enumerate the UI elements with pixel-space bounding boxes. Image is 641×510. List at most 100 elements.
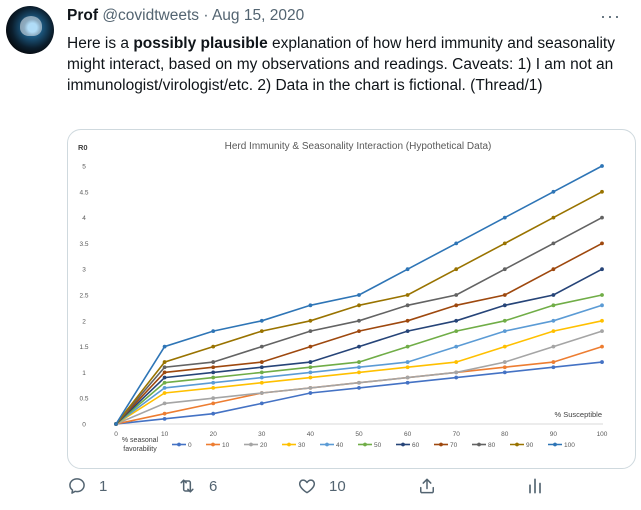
data-point [259,380,264,385]
data-point [405,318,410,323]
series-line [115,242,603,425]
data-point [259,318,264,323]
y-tick-label: 4.5 [79,189,88,196]
data-point [357,344,361,349]
legend-item: 60 [396,442,420,449]
data-point [259,370,264,375]
legend-marker [401,442,405,447]
avatar[interactable] [6,6,54,54]
x-tick-label: 0 [114,431,118,438]
series-40 [114,303,604,426]
data-point [405,329,410,334]
legend-label: 70 [450,442,458,449]
y-tick-label: 2 [82,318,86,325]
x-axis-label: % Susceptible [554,410,602,419]
tweet-date[interactable]: Aug 15, 2020 [211,7,305,24]
x-tick-label: 90 [550,431,558,438]
data-point [454,375,459,380]
legend-item: 50 [358,442,382,449]
share-button[interactable] [417,476,437,496]
author-name[interactable]: Prof [67,7,98,24]
y-tick-label: 2.5 [79,293,88,300]
data-point [162,370,167,375]
like-count: 10 [329,477,346,495]
data-point [551,303,556,308]
data-point [405,293,410,297]
data-point [259,360,264,364]
legend-title-line1: % seasonal [122,437,159,444]
x-tick-label: 80 [501,431,509,438]
analytics-button[interactable] [525,476,545,496]
legend-title-line2: favorability [123,446,157,453]
y-tick-label: 1 [82,370,86,377]
x-tick-label: 100 [597,431,608,438]
x-tick-label: 20 [210,431,218,438]
data-point [357,303,361,308]
y-axis-ticks: 0 0.5 1 1.5 2 2.5 3 3.5 4 4.5 5 [79,164,88,429]
series-60 [114,267,604,426]
data-point [357,385,361,390]
data-point [357,318,361,323]
legend-item: 20 [244,442,268,449]
data-point [551,360,556,364]
share-icon [420,478,434,494]
series-30 [114,318,604,426]
reply-button[interactable]: 1 [67,476,107,496]
legend-marker [515,442,519,447]
retweet-button[interactable]: 6 [177,476,217,496]
data-point [600,189,604,194]
data-point [162,344,167,349]
data-point [162,401,167,406]
data-point [259,391,264,395]
data-point [600,267,604,272]
chart-image[interactable]: Herd Immunity & Seasonality Interaction … [67,129,636,469]
chart-legend: 0 10 20 30 40 50 60 70 80 90 100 [172,442,575,449]
data-point [454,293,459,297]
legend-label: 10 [222,442,230,449]
data-point [211,344,216,349]
data-point [502,344,507,349]
data-point [114,422,118,426]
data-point [357,293,361,297]
data-point [551,267,556,272]
y-tick-label: 3.5 [79,241,88,248]
data-point [162,365,167,370]
data-point [357,380,361,385]
data-point [308,360,313,364]
data-point [405,267,410,272]
legend-label: 50 [374,442,382,449]
data-point [551,344,556,349]
like-button[interactable]: 10 [297,476,346,496]
series-90 [114,189,604,426]
data-point [454,360,459,364]
data-point [308,318,313,323]
data-point [551,318,556,323]
legend-marker [287,442,291,447]
chart-series [114,164,604,426]
series-20 [114,329,604,426]
data-point [308,303,313,308]
data-point [308,344,313,349]
data-point [551,365,556,370]
line-chart: Herd Immunity & Seasonality Interaction … [78,141,608,453]
data-point [405,344,410,349]
tweet-text-end: explanation of how herd immunity and sea… [67,35,615,94]
data-point [308,391,313,395]
series-0 [114,360,604,426]
data-point [502,365,507,370]
more-options-icon[interactable]: ··· [600,6,621,26]
tweet-actions: 1 6 10 [67,474,627,504]
legend-item: 70 [434,442,458,449]
data-point [211,375,216,380]
y-axis-label: R0 [78,143,88,152]
data-point [600,293,604,297]
data-point [357,360,361,364]
legend-label: 90 [526,442,534,449]
data-point [454,329,459,334]
data-point [308,329,313,334]
analytics-icon [529,478,541,494]
author-handle[interactable]: @covidtweets [102,7,200,24]
data-point [600,329,604,334]
data-point [211,411,216,416]
